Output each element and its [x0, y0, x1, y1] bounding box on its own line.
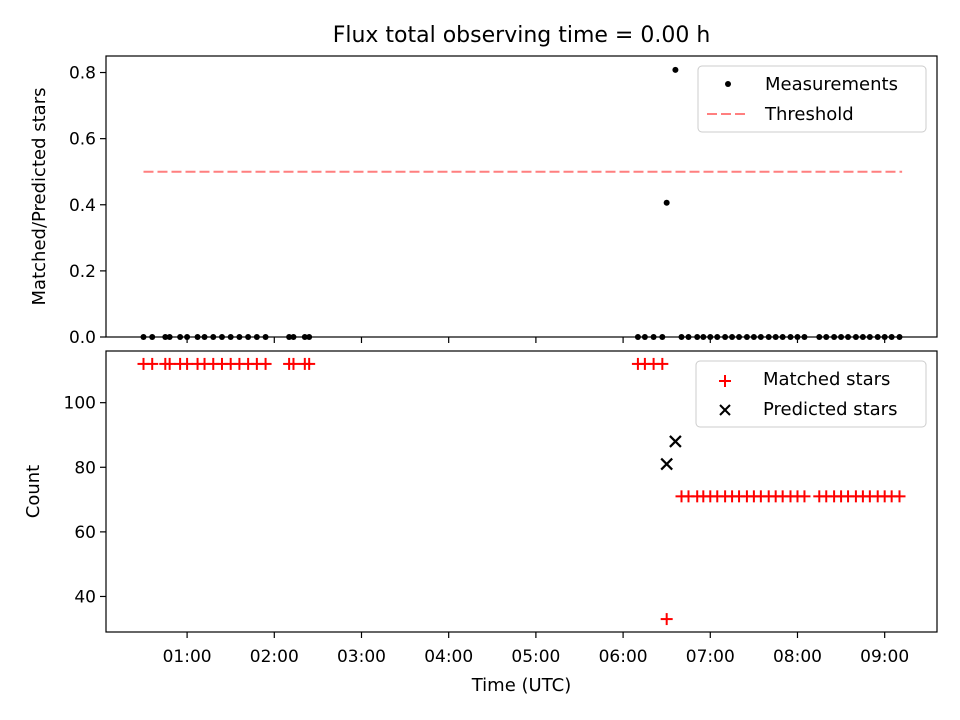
measurement-point — [663, 199, 670, 206]
bottom-legend: Matched stars Predicted stars — [695, 360, 927, 428]
matched-star-point — [163, 357, 176, 370]
bottom-y-ticks: 40 60 80 100 — [64, 394, 106, 607]
top-y-tick-label: 0.2 — [69, 262, 96, 282]
measurements-legend-label: Measurements — [765, 74, 898, 95]
top-y-tick-label: 0.4 — [69, 196, 96, 216]
top-axes-frame — [105, 55, 938, 338]
x-tick-label: 01:00 — [163, 647, 212, 667]
predicted-star-point — [660, 457, 673, 471]
x-tick-label: 02:00 — [250, 647, 299, 667]
matched-legend-marker — [719, 375, 731, 387]
x-tick-label: 09:00 — [860, 647, 909, 667]
x-tick-label: 04:00 — [424, 647, 473, 667]
threshold-legend-label: Threshold — [764, 104, 854, 125]
top-axes: 0.00.20.40.60.8 Matched/Predicted stars … — [29, 55, 938, 348]
matched-star-point — [303, 357, 316, 370]
top-legend-box — [697, 65, 927, 133]
bottom-legend-box — [695, 360, 927, 428]
bottom-y-tick-label: 60 — [74, 523, 96, 543]
x-tick-label: 05:00 — [511, 647, 560, 667]
x-axis-label: Time (UTC) — [471, 675, 572, 696]
top-y-tick-label: 0.8 — [69, 64, 96, 84]
matched-star-point — [656, 357, 669, 370]
top-y-ticks: 0.0 0.2 0.4 0.6 0.8 — [69, 64, 106, 348]
x-tick-label: 07:00 — [686, 647, 735, 667]
bottom-axes: 40 60 80 100 01:00 02:00 03:00 04:00 05:00 06:00… — [23, 350, 938, 696]
x-tick-label: 03:00 — [337, 647, 386, 667]
top-y-tick-label: 0.6 — [69, 130, 96, 150]
bottom-y-axis-label: Count — [23, 465, 44, 518]
top-legend: Measurements Threshold — [697, 65, 927, 133]
top-y-axis-label: Matched/Predicted stars — [29, 88, 50, 306]
matched-star-point — [287, 357, 300, 370]
matched-star-point — [893, 490, 906, 503]
measurements-legend-marker — [725, 81, 731, 87]
measurement-point — [672, 66, 679, 73]
chart-title: Flux total observing time = 0.00 h — [333, 23, 711, 48]
matched-star-point — [259, 357, 272, 370]
predicted-legend-label: Predicted stars — [763, 399, 897, 420]
x-tick-label: 08:00 — [773, 647, 822, 667]
predicted-star-point — [669, 435, 682, 448]
bottom-y-tick-label: 40 — [74, 587, 96, 607]
top-y-tick-label: 0.0 — [69, 328, 96, 348]
matched-star-point — [660, 613, 673, 626]
bottom-plot-marks — [137, 357, 906, 626]
x-tick-label: 06:00 — [599, 647, 648, 667]
bottom-y-tick-label: 80 — [74, 458, 96, 478]
matched-star-point — [798, 490, 811, 503]
bottom-y-tick-label: 100 — [64, 394, 96, 414]
bottom-x-ticks: 01:00 02:00 03:00 04:00 05:00 06:00 07:00 08:00… — [163, 632, 909, 667]
matched-star-point — [146, 357, 159, 370]
predicted-legend-marker — [719, 404, 731, 416]
matched-star-point — [181, 357, 194, 370]
matched-legend-label: Matched stars — [763, 369, 890, 390]
bottom-axes-frame — [105, 350, 938, 633]
